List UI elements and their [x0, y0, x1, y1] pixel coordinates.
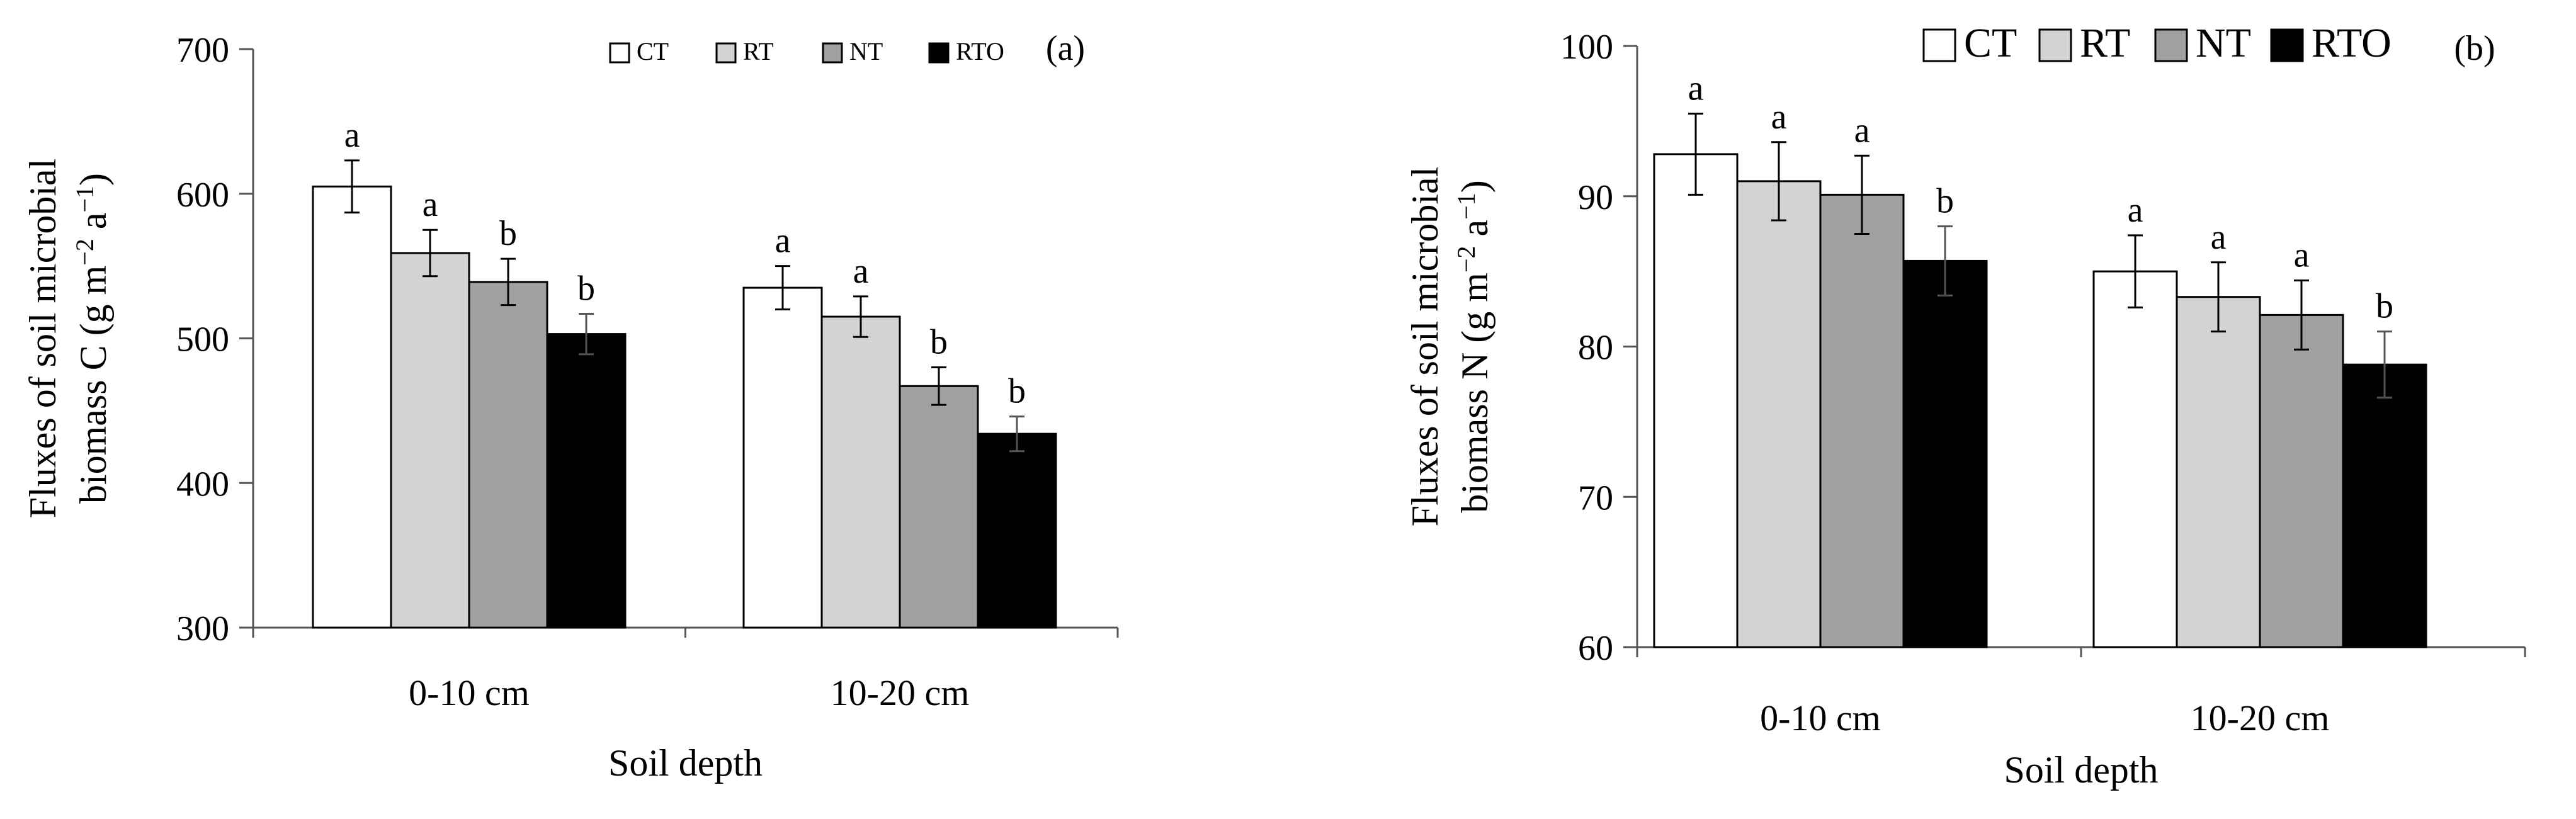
- y-tick-label: 500: [176, 320, 229, 359]
- bar-rto: [977, 432, 1057, 629]
- y-tick-label: 400: [176, 465, 229, 504]
- y-tick-label: 600: [176, 176, 229, 215]
- x-category-label: 0-10 cm: [409, 672, 530, 713]
- significance-letter: a: [853, 252, 869, 291]
- significance-letter: a: [344, 116, 360, 155]
- bar-rt: [1736, 180, 1822, 648]
- legend-swatch-nt: [2154, 28, 2188, 62]
- y-axis-title-line1: Fluxes of soil microbial: [22, 159, 64, 519]
- y-tick-label: 300: [176, 609, 229, 648]
- bar-nt: [468, 281, 548, 629]
- legend-label-nt: NT: [2196, 20, 2251, 66]
- legend-swatch-ct: [1922, 28, 1956, 62]
- significance-letter: b: [2376, 287, 2393, 326]
- legend-label-ct: CT: [1964, 20, 2017, 66]
- bar-ct: [2092, 270, 2178, 648]
- bar-rto: [2342, 363, 2427, 648]
- bar-ct: [312, 185, 392, 629]
- bar-rto: [1902, 259, 1988, 648]
- legend-swatch-ct: [609, 42, 630, 64]
- legend-swatch-rt: [2038, 28, 2072, 62]
- legend-label-rto: RTO: [2312, 20, 2392, 66]
- y-tick-label: 700: [176, 31, 229, 70]
- legend: CT RT NT RTO: [609, 37, 1004, 65]
- y-axis-title-line2: biomass N (g m−2 a−1): [1452, 180, 1495, 512]
- legend-swatch-rto: [2270, 28, 2304, 62]
- bar-rto: [546, 333, 627, 629]
- legend-label-rt: RT: [2080, 20, 2130, 66]
- y-tick-label: 70: [1578, 478, 1613, 517]
- x-category-label: 10-20 cm: [2191, 698, 2330, 738]
- bar-ct: [1653, 153, 1739, 648]
- bar-rt: [390, 252, 470, 629]
- legend-swatch-rto: [928, 42, 950, 64]
- legend-label-rto: RTO: [956, 37, 1004, 65]
- significance-letter: a: [1688, 69, 1704, 108]
- significance-letter: a: [2294, 235, 2310, 274]
- legend: CT RT NT RTO: [1922, 20, 2392, 66]
- bar-rt: [2176, 296, 2261, 648]
- significance-letter: a: [1771, 98, 1787, 137]
- x-axis-title: Soil depth: [608, 742, 763, 784]
- significance-letter: b: [577, 269, 595, 308]
- significance-letter: a: [1854, 111, 1870, 150]
- x-axis-title: Soil depth: [2004, 749, 2158, 791]
- significance-letter: a: [2211, 218, 2227, 257]
- significance-letter: b: [1936, 182, 1954, 221]
- bar-nt: [2259, 313, 2344, 648]
- bar-ct: [742, 286, 823, 629]
- chart-panel-b: 60 70 80 90 100 0-10 cm 10-20 cm Soil depth Flux…: [1404, 20, 2526, 791]
- significance-letter: a: [2128, 191, 2143, 230]
- y-tick-label: 90: [1578, 178, 1613, 217]
- x-category-label: 10-20 cm: [831, 672, 970, 713]
- bar-rt: [820, 315, 901, 629]
- legend-label-ct: CT: [637, 37, 669, 65]
- legend-label-rt: RT: [743, 37, 774, 65]
- significance-letter: b: [1008, 372, 1026, 411]
- y-axis-title-line1: Fluxes of soil microbial: [1404, 167, 1446, 527]
- panel-label: (b): [2454, 29, 2495, 68]
- legend-label-nt: NT: [849, 37, 883, 65]
- panel-label: (a): [1046, 29, 1085, 68]
- bar-nt: [899, 385, 979, 629]
- x-category-label: 0-10 cm: [1760, 698, 1881, 738]
- bar-nt: [1819, 193, 1905, 648]
- significance-letter: a: [423, 185, 438, 224]
- y-axis-title-line2: biomass C (g m−2 a−1): [71, 173, 114, 504]
- significance-letter: a: [775, 222, 791, 261]
- legend-swatch-rt: [715, 42, 737, 64]
- y-tick-label: 100: [1560, 28, 1613, 67]
- significance-letter: b: [499, 214, 517, 253]
- legend-swatch-nt: [822, 42, 843, 64]
- y-tick-label: 80: [1578, 329, 1613, 368]
- y-tick-label: 60: [1578, 629, 1613, 668]
- significance-letter: b: [930, 322, 948, 361]
- chart-panel-a: 300 400 500 600 700 0-10 cm 10-20 cm Soil depth…: [22, 29, 1119, 784]
